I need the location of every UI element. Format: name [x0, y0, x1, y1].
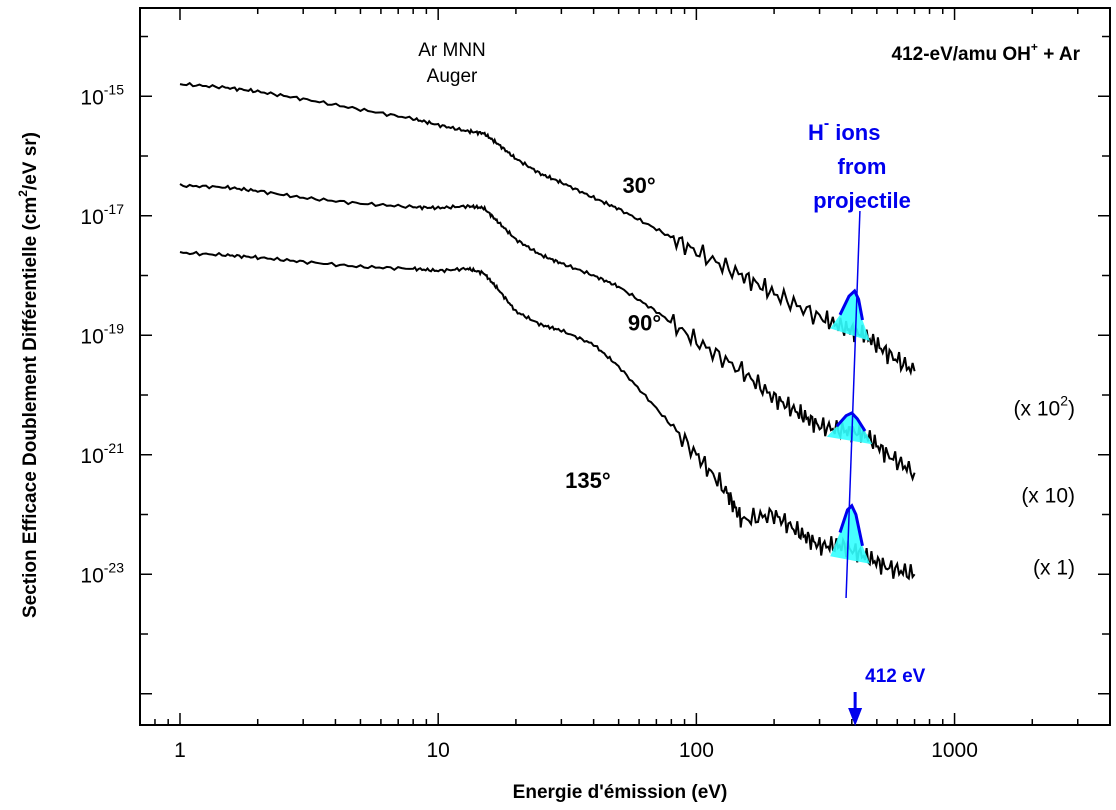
scale-factor-label-0: (x 102)	[1014, 393, 1075, 421]
y-tick-label: 10-15	[80, 81, 124, 109]
annotations-layer: Ar MNN Auger H-ions from projectile 412 eV	[418, 40, 926, 726]
y-tick-label: 10-23	[80, 559, 124, 587]
peak-guide-line	[845, 211, 861, 599]
series-label-0: 30°	[622, 173, 655, 198]
series-line-0	[179, 81, 916, 376]
plot-border	[139, 7, 1111, 726]
peak-outline-1	[835, 411, 867, 432]
y-axis-label: Section Efficace Doublement Différentiel…	[16, 132, 41, 618]
peak-fill-2	[830, 505, 870, 564]
peak-outline-2	[838, 503, 864, 547]
series-line-2	[179, 250, 916, 581]
x-tick-label: 100	[679, 739, 714, 762]
series-label-1: 90°	[628, 311, 661, 336]
h-minus-label: H-ions	[808, 115, 880, 145]
peak-outline-0	[838, 288, 864, 321]
h-minus-label-line: projectile	[813, 188, 911, 213]
y-tick-label: 10-19	[80, 320, 124, 348]
scale-factor-label-2: (x 1)	[1033, 556, 1075, 579]
peak-fill-0	[830, 291, 870, 341]
scale-factor-label-1: (x 10)	[1021, 484, 1075, 507]
marker-412-label: 412 eV	[865, 666, 926, 687]
h-minus-label-line: from	[838, 154, 887, 179]
auger-label-line: Ar MNN	[418, 40, 486, 61]
series-line-1	[179, 183, 916, 482]
x-axis-label: Energie d'émission (eV)	[513, 782, 728, 803]
marker-412-arrow-head	[848, 708, 863, 726]
x-tick-label: 1	[174, 739, 186, 762]
series-layer: 30° (x 102) 90° (x 10) 135° (x 1)	[179, 81, 1075, 599]
series-label-2: 135°	[565, 468, 611, 493]
auger-label-line: Auger	[427, 66, 478, 87]
y-axis-ticks: 10-15 10-17 10-19 10-21 10-23	[80, 35, 1110, 695]
chart-title: 412-eV/amu OH+ + Ar	[892, 40, 1081, 65]
peak-fill-1	[826, 413, 873, 445]
y-tick-label: 10-17	[80, 201, 124, 229]
plot-frame	[139, 7, 1111, 726]
x-tick-label: 1000	[931, 739, 978, 762]
x-tick-label: 10	[427, 739, 450, 762]
x-axis-ticks: 1 10 100 1000	[139, 8, 1111, 762]
y-tick-label: 10-21	[80, 440, 124, 468]
